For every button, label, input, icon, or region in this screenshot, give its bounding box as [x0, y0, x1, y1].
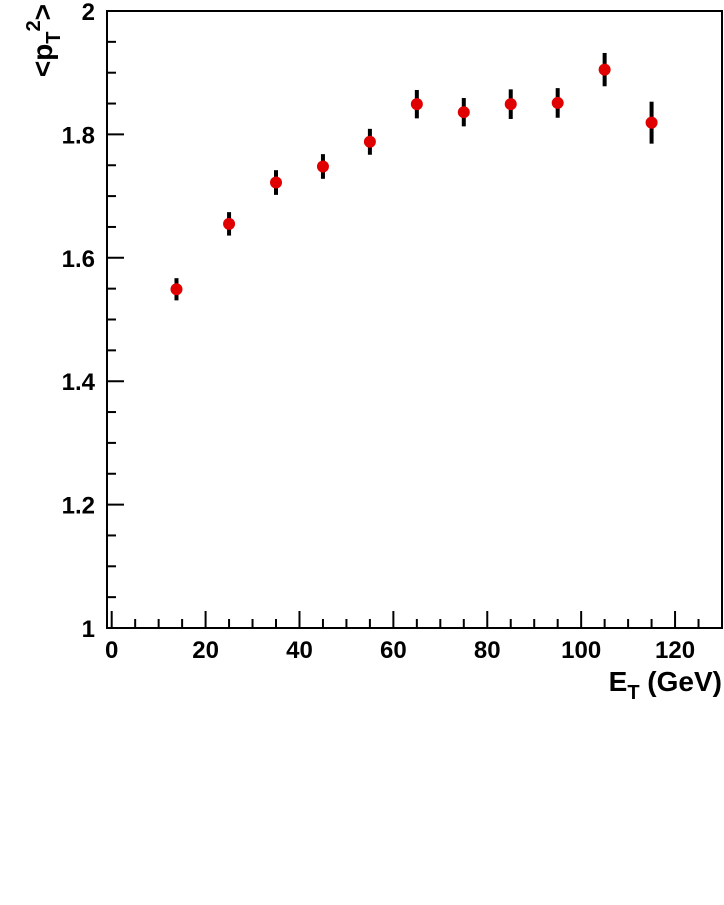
- y-axis-tick-labels: 1 1.2 1.4 1.6 1.8 2: [62, 0, 96, 643]
- y-tick-label: 1.6: [62, 246, 95, 273]
- x-tick-label: 60: [380, 637, 407, 664]
- x-axis-tick-labels: 0 20 40 60 80 100 120: [105, 637, 695, 664]
- data-marker: [223, 217, 236, 230]
- y-tick-label: 2: [82, 0, 95, 26]
- data-marker: [316, 160, 329, 173]
- y-axis-title-open: <p: [27, 44, 58, 77]
- data-marker: [270, 176, 283, 189]
- x-axis-title: ET (GeV): [609, 666, 722, 704]
- y-axis-title: <pT2>: [23, 4, 65, 77]
- x-axis-title-rest: (GeV): [640, 666, 722, 697]
- data-point: [270, 170, 283, 195]
- data-marker: [598, 63, 611, 76]
- y-axis-title-superscript: 2: [23, 20, 45, 31]
- data-point: [551, 88, 564, 118]
- y-tick-label: 1: [82, 616, 95, 643]
- y-axis-title-close: >: [27, 4, 58, 20]
- y-tick-label: 1.8: [62, 122, 95, 149]
- y-axis-ticks: [107, 10, 124, 629]
- data-marker: [457, 106, 470, 119]
- data-marker: [363, 135, 376, 148]
- y-tick-label: 1.2: [62, 493, 95, 520]
- data-point: [504, 89, 517, 119]
- data-point: [457, 97, 470, 127]
- x-tick-label: 0: [105, 637, 118, 664]
- y-tick-label: 1.4: [62, 369, 96, 396]
- data-marker: [551, 96, 564, 109]
- x-tick-label: 40: [286, 637, 313, 664]
- x-tick-label: 80: [474, 637, 501, 664]
- x-tick-label: 20: [192, 637, 219, 664]
- x-axis-title-base: E: [609, 666, 628, 697]
- data-point: [316, 154, 329, 179]
- data-point: [223, 212, 236, 236]
- data-marker: [410, 98, 423, 111]
- data-point: [410, 89, 423, 119]
- x-tick-label: 100: [561, 637, 601, 664]
- data-point: [598, 52, 611, 87]
- x-tick-label: 120: [655, 637, 695, 664]
- data-marker: [170, 283, 183, 296]
- data-point: [363, 128, 376, 155]
- data-series: [170, 52, 658, 301]
- y-axis-title-subscript: T: [43, 31, 65, 43]
- x-axis-title-subscript: T: [627, 682, 639, 704]
- data-point: [170, 278, 183, 301]
- data-point: [645, 101, 658, 144]
- data-marker: [645, 116, 658, 129]
- x-axis-ticks: [110, 611, 723, 628]
- data-marker: [504, 98, 517, 111]
